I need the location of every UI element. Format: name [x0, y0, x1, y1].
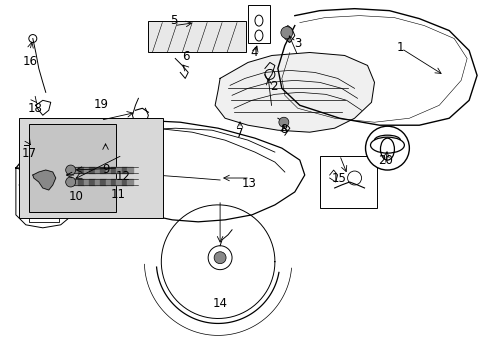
Polygon shape	[111, 167, 116, 173]
Circle shape	[278, 117, 288, 127]
Circle shape	[214, 252, 225, 264]
Bar	[319, 156, 377, 208]
Text: 10: 10	[69, 190, 84, 203]
Polygon shape	[89, 167, 94, 173]
Polygon shape	[78, 179, 83, 185]
Polygon shape	[116, 179, 122, 185]
Polygon shape	[105, 167, 111, 173]
Polygon shape	[89, 179, 94, 185]
Polygon shape	[100, 179, 105, 185]
Text: 17: 17	[21, 147, 37, 159]
Polygon shape	[122, 179, 127, 185]
Circle shape	[65, 177, 76, 187]
Text: 18: 18	[27, 102, 42, 115]
Text: 9: 9	[102, 163, 109, 176]
Text: 1: 1	[396, 41, 403, 54]
Polygon shape	[122, 167, 127, 173]
Text: 7: 7	[235, 127, 243, 140]
Bar	[19, 118, 163, 218]
Text: 16: 16	[22, 55, 38, 68]
Text: 14: 14	[212, 297, 227, 310]
Polygon shape	[94, 179, 100, 185]
Polygon shape	[94, 167, 100, 173]
Polygon shape	[83, 167, 89, 173]
Circle shape	[280, 27, 292, 39]
Text: 2: 2	[269, 80, 277, 93]
Text: 11: 11	[110, 188, 125, 201]
Text: 13: 13	[242, 177, 256, 190]
Polygon shape	[33, 170, 56, 190]
Text: 3: 3	[294, 37, 301, 50]
Bar	[29, 124, 116, 212]
Polygon shape	[83, 179, 89, 185]
Polygon shape	[127, 179, 133, 185]
Polygon shape	[100, 167, 105, 173]
Text: 4: 4	[250, 46, 258, 59]
Circle shape	[365, 126, 408, 170]
Polygon shape	[111, 179, 116, 185]
Polygon shape	[215, 53, 374, 132]
Polygon shape	[73, 167, 78, 173]
Bar	[247, 5, 269, 42]
Text: 8: 8	[279, 123, 286, 136]
Text: 20: 20	[378, 154, 392, 167]
Polygon shape	[127, 167, 133, 173]
Bar	[148, 21, 245, 53]
Polygon shape	[78, 167, 83, 173]
Text: 5: 5	[170, 14, 177, 27]
Circle shape	[23, 137, 39, 153]
Polygon shape	[73, 179, 78, 185]
Text: 15: 15	[331, 172, 346, 185]
Text: 6: 6	[182, 50, 189, 63]
Polygon shape	[277, 9, 476, 125]
Text: 19: 19	[93, 98, 108, 111]
Polygon shape	[105, 179, 111, 185]
Text: 12: 12	[115, 170, 130, 183]
Circle shape	[65, 165, 76, 175]
Polygon shape	[116, 167, 122, 173]
